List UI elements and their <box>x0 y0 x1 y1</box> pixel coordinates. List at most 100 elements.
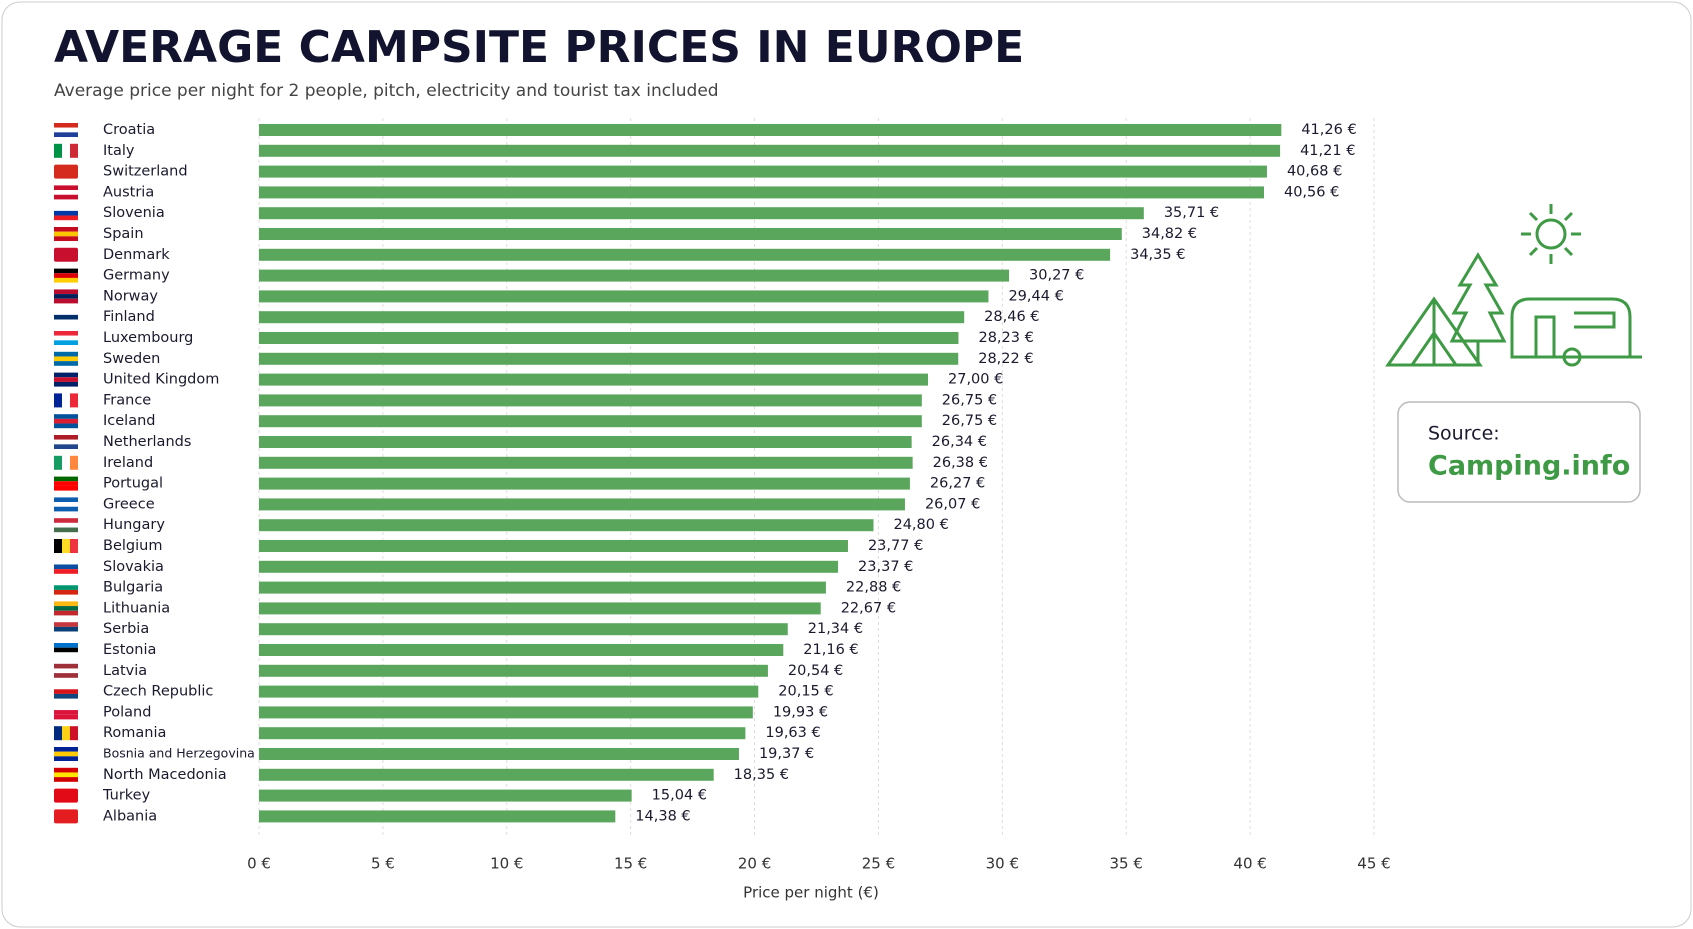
value-label: 23,37 € <box>858 559 913 575</box>
flag-part <box>54 335 78 341</box>
flag-part <box>54 756 78 761</box>
value-label: 26,34 € <box>932 434 987 450</box>
flag-part <box>54 497 78 503</box>
flag-part <box>54 435 78 440</box>
flag-part <box>54 206 78 211</box>
x-tick-label: 5 € <box>371 855 395 873</box>
flag <box>54 788 78 803</box>
flag-part <box>54 444 78 449</box>
flag-part <box>54 215 78 221</box>
value-label: 28,46 € <box>984 309 1039 325</box>
value-label: 21,34 € <box>808 621 863 637</box>
flag-part <box>54 356 78 362</box>
flag-part <box>54 372 78 378</box>
flag-part <box>54 210 78 216</box>
bar <box>259 581 826 594</box>
category-label: Poland <box>103 704 151 720</box>
source-name: Camping.info <box>1428 451 1630 482</box>
flag-part <box>70 143 78 158</box>
x-axis-title: Price per night (€) <box>743 884 879 902</box>
category-label: France <box>103 392 151 408</box>
flag-part <box>54 361 78 366</box>
category-label: Austria <box>103 184 154 200</box>
flag-part <box>54 569 78 574</box>
flag-part <box>54 268 78 274</box>
bar <box>259 456 913 469</box>
flag-part <box>54 689 78 694</box>
value-label: 15,04 € <box>652 788 707 804</box>
category-label: Bosnia and Herzegovina <box>103 746 255 761</box>
category-label: Hungary <box>103 517 165 533</box>
flag-part <box>54 693 78 699</box>
flag <box>54 414 78 429</box>
flag-part <box>54 190 78 195</box>
flag <box>54 143 78 158</box>
bar <box>259 664 768 677</box>
flag <box>54 643 78 657</box>
flag-part <box>54 751 78 757</box>
value-label: 26,07 € <box>925 496 980 512</box>
category-label: Romania <box>103 725 166 741</box>
flag-part <box>54 414 78 419</box>
x-tick-label: 25 € <box>862 855 895 873</box>
flag <box>54 747 78 761</box>
flag-part <box>54 377 78 382</box>
bar <box>259 560 839 573</box>
flag <box>54 705 78 720</box>
flag-part <box>54 319 78 325</box>
category-label: Luxembourg <box>103 330 193 346</box>
flag-part <box>62 726 70 741</box>
flag <box>54 310 78 325</box>
flag-part <box>62 455 70 470</box>
flag-part <box>54 527 78 533</box>
category-label: Spain <box>103 226 144 242</box>
bar <box>259 706 753 719</box>
flag-part <box>54 294 78 299</box>
value-label: 28,23 € <box>978 330 1033 346</box>
flag <box>54 435 78 449</box>
flag-part <box>54 610 78 616</box>
flag-part <box>54 289 78 295</box>
flag <box>54 476 78 491</box>
category-label: Germany <box>103 268 170 284</box>
value-label: 27,00 € <box>948 372 1003 388</box>
bar <box>259 623 788 636</box>
x-tick-label: 20 € <box>738 855 771 873</box>
flag-part <box>54 777 78 782</box>
x-tick-label: 45 € <box>1357 855 1390 873</box>
bars <box>54 123 1282 824</box>
flag-part <box>54 331 78 336</box>
bar <box>259 789 632 802</box>
flag-part <box>54 622 78 627</box>
flag-part <box>54 539 62 553</box>
bar <box>259 394 922 407</box>
flag <box>54 351 78 366</box>
flag-part <box>54 127 78 133</box>
value-label: 22,88 € <box>846 580 901 596</box>
flag-part <box>54 668 78 674</box>
flag-part <box>54 663 78 669</box>
category-label: Bulgaria <box>103 580 163 596</box>
value-label: 30,27 € <box>1029 268 1084 284</box>
flag <box>54 247 78 262</box>
flag <box>54 559 78 574</box>
flag-part <box>54 273 78 278</box>
flag-part <box>54 788 78 803</box>
value-label: 41,26 € <box>1301 122 1356 138</box>
bar <box>259 269 1010 282</box>
bar <box>259 165 1267 178</box>
category-label: Norway <box>103 288 158 304</box>
flag-part <box>54 164 78 179</box>
bar <box>259 415 922 428</box>
bar <box>259 498 905 511</box>
flag-part <box>54 455 62 470</box>
flag-part <box>54 227 78 232</box>
value-label: 22,67 € <box>841 600 896 616</box>
bar <box>259 373 928 386</box>
category-label: Italy <box>103 143 135 159</box>
flag <box>54 684 78 699</box>
flag <box>54 497 78 512</box>
value-label: 26,27 € <box>930 476 985 492</box>
bar <box>259 248 1111 261</box>
bar <box>259 748 739 760</box>
